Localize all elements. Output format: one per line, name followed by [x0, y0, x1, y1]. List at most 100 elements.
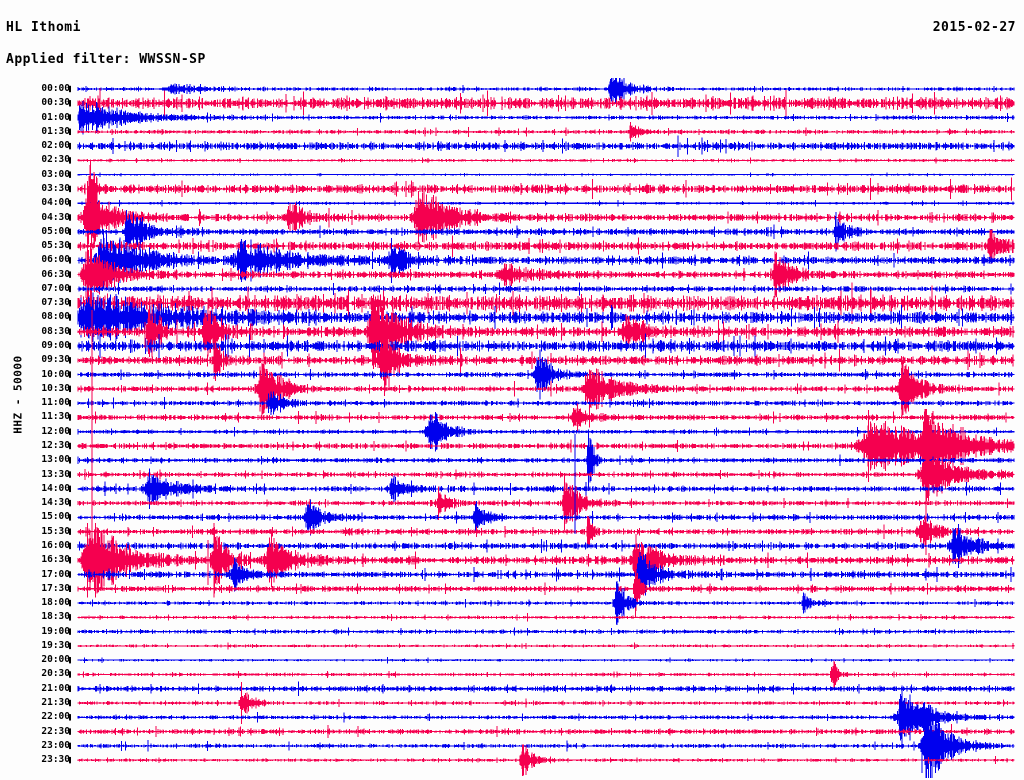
time-label-row: 04:30 [41, 211, 70, 223]
trace-path [77, 627, 1015, 636]
trace-row [69, 429, 1015, 492]
time-label-row: 02:30 [41, 154, 70, 166]
trace-path [77, 87, 1015, 119]
trace-row [69, 282, 1015, 296]
time-label-row: 13:00 [41, 454, 70, 466]
trace-row [69, 361, 1015, 417]
time-label-row: 19:00 [41, 625, 70, 637]
time-label-row: 03:30 [41, 182, 70, 194]
trace-row [69, 744, 1015, 776]
time-label-row: 08:30 [41, 325, 70, 337]
trace-row [69, 408, 1015, 484]
trace-row [69, 476, 1015, 531]
trace-path [77, 282, 1015, 296]
trace-row [69, 282, 1015, 324]
time-label-row: 13:30 [41, 468, 70, 480]
trace-row [69, 210, 1015, 254]
trace-row [69, 508, 1015, 556]
trace-path [77, 228, 1015, 264]
seismogram-canvas [69, 78, 1015, 778]
trace-row [69, 523, 1015, 598]
trace-path [77, 78, 1015, 104]
trace-path [77, 499, 1015, 536]
trace-row [69, 391, 1015, 415]
trace-path [77, 508, 1015, 556]
time-label-row: 21:30 [41, 697, 70, 709]
time-label-row: 17:30 [41, 582, 70, 594]
time-label-row: 07:00 [41, 282, 70, 294]
trace-row [69, 657, 1015, 664]
trace-path [77, 476, 1015, 531]
trace-path [77, 551, 1015, 598]
trace-path [77, 613, 1015, 622]
trace-row [69, 708, 1015, 778]
time-label-row: 12:00 [41, 425, 70, 437]
trace-row [69, 189, 1015, 246]
time-label-row: 18:30 [41, 611, 70, 623]
trace-path [77, 403, 1015, 432]
trace-row [69, 171, 1015, 178]
trace-path [77, 642, 1015, 650]
trace-path [77, 685, 1015, 749]
trace-row [69, 199, 1015, 207]
time-label-row: 14:00 [41, 482, 70, 494]
time-label-row: 06:30 [41, 268, 70, 280]
time-label-row: 20:00 [41, 654, 70, 666]
time-label-row: 07:30 [41, 297, 70, 309]
time-label-row: 10:00 [41, 368, 70, 380]
time-label-row: 21:00 [41, 682, 70, 694]
time-label-row: 02:00 [41, 140, 70, 152]
trace-row [69, 78, 1015, 104]
time-label-row: 10:30 [41, 382, 70, 394]
time-label-row: 19:30 [41, 639, 70, 651]
time-label-row: 04:00 [41, 197, 70, 209]
time-label-row: 15:30 [41, 525, 70, 537]
trace-row [69, 551, 1015, 598]
station-title: HL Ithomi [6, 20, 81, 35]
time-label-row: 23:00 [41, 739, 70, 751]
trace-row [69, 468, 1015, 510]
time-label-row: 17:00 [41, 568, 70, 580]
trace-row [69, 294, 1015, 369]
trace-row [69, 642, 1015, 650]
trace-path [77, 681, 1015, 696]
trace-path [77, 122, 1015, 142]
time-label-row: 16:30 [41, 554, 70, 566]
time-label-row: 11:00 [41, 397, 70, 409]
trace-row [69, 627, 1015, 636]
trace-path [77, 210, 1015, 254]
trace-path [77, 559, 1015, 619]
trace-path [77, 172, 1015, 178]
trace-path [77, 282, 1015, 324]
time-label-row: 03:00 [41, 168, 70, 180]
trace-path [77, 657, 1015, 664]
trace-path [77, 581, 1015, 625]
time-label-row: 09:00 [41, 340, 70, 352]
trace-row [69, 724, 1015, 739]
trace-path [77, 468, 1015, 510]
time-label-row: 05:30 [41, 240, 70, 252]
trace-row [69, 403, 1015, 432]
trace-path [77, 161, 1015, 217]
trace-path [77, 708, 1015, 778]
trace-row [69, 524, 1015, 568]
trace-path [77, 440, 1015, 509]
trace-path [77, 408, 1015, 484]
time-label-row: 15:00 [41, 511, 70, 523]
trace-path [77, 230, 1015, 291]
time-label-row: 14:30 [41, 497, 70, 509]
trace-path [77, 100, 1015, 135]
trace-row [69, 237, 1015, 312]
trace-path [77, 189, 1015, 246]
trace-path [77, 237, 1015, 312]
time-label-row: 20:30 [41, 668, 70, 680]
trace-path [77, 157, 1015, 164]
time-label-row: 22:00 [41, 711, 70, 723]
time-label-row: 23:30 [41, 754, 70, 766]
trace-row [69, 87, 1015, 119]
trace-path [77, 199, 1015, 207]
trace-path [77, 524, 1015, 568]
trace-row [69, 660, 1015, 689]
time-label-row: 08:00 [41, 311, 70, 323]
time-label-row: 00:00 [41, 83, 70, 94]
